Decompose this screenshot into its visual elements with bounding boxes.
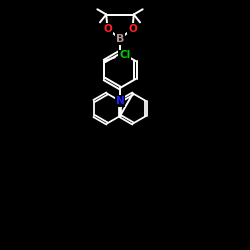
Text: B: B <box>116 34 124 44</box>
Text: O: O <box>103 24 112 34</box>
Text: O: O <box>128 24 137 34</box>
Text: N: N <box>116 96 124 106</box>
Text: Cl: Cl <box>119 50 130 60</box>
